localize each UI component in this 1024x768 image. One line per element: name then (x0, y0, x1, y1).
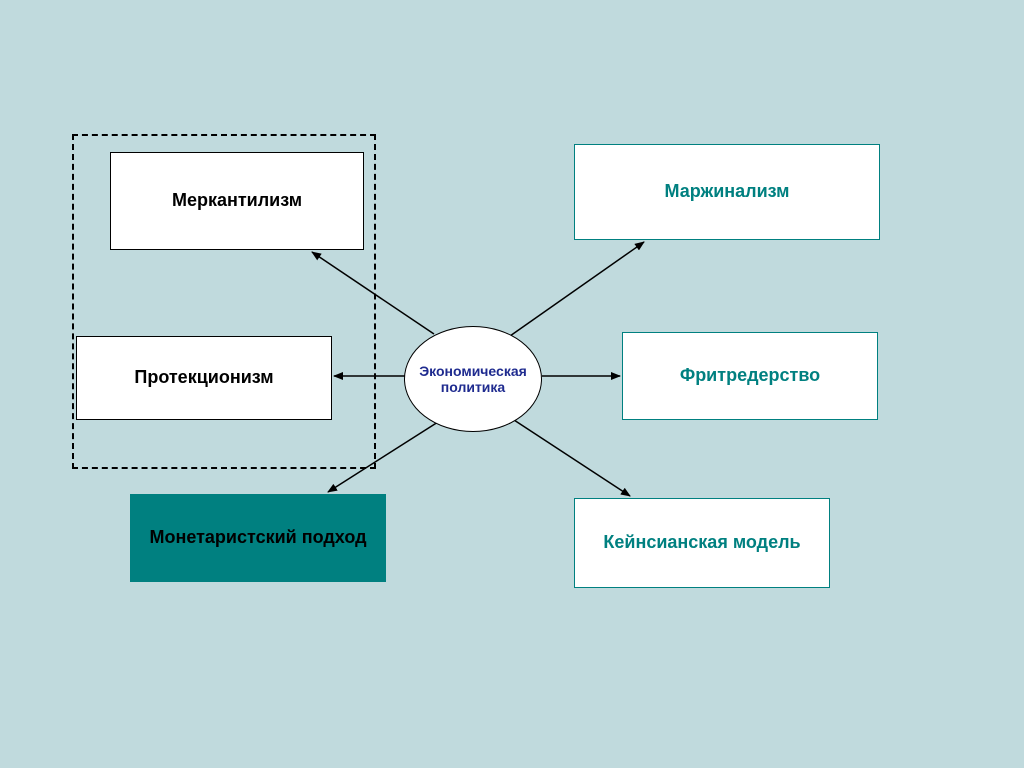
node-label-freetrade: Фритредерство (680, 364, 820, 387)
diagram-canvas: Экономическая политика Меркантилизм Маржи… (14, 14, 1010, 754)
node-monetarist: Монетаристский подход (130, 494, 386, 582)
node-mercantilism: Меркантилизм (110, 152, 364, 250)
center-node: Экономическая политика (404, 326, 542, 432)
center-label: Экономическая политика (413, 363, 533, 395)
node-label-marginalism: Маржинализм (664, 180, 789, 203)
node-label-mercantilism: Меркантилизм (172, 189, 302, 212)
node-label-protectionism: Протекционизм (134, 366, 273, 389)
node-label-monetarist: Монетаристский подход (149, 526, 366, 549)
node-keynesian: Кейнсианская модель (574, 498, 830, 588)
node-label-keynesian: Кейнсианская модель (603, 531, 800, 554)
node-marginalism: Маржинализм (574, 144, 880, 240)
node-protectionism: Протекционизм (76, 336, 332, 420)
node-freetrade: Фритредерство (622, 332, 878, 420)
